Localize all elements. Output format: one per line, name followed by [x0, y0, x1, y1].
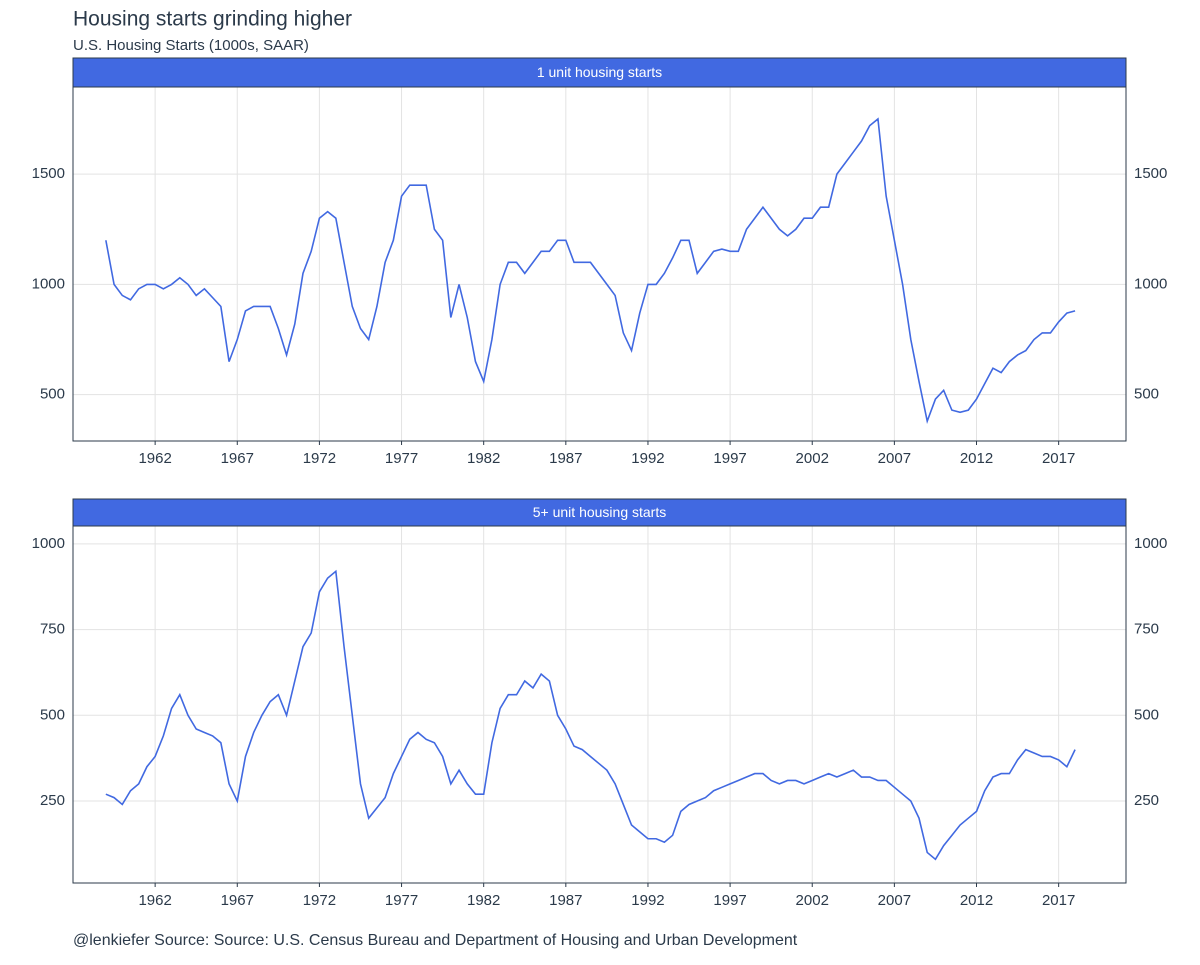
- x-tick-label: 2017: [1042, 892, 1075, 909]
- x-tick-label: 1962: [138, 450, 171, 467]
- y-tick-label: 500: [40, 706, 65, 723]
- x-tick-label: 1987: [549, 892, 582, 909]
- x-tick-label: 1972: [303, 450, 336, 467]
- y-tick-label: 750: [40, 621, 65, 638]
- x-tick-label: 2012: [960, 450, 993, 467]
- x-tick-label: 1982: [467, 892, 500, 909]
- data-line: [105, 569, 1076, 861]
- y-tick-label-right: 500: [1134, 386, 1159, 403]
- data-line: [105, 117, 1076, 425]
- x-tick-label: 2007: [878, 450, 911, 467]
- x-tick-label: 1962: [138, 892, 171, 909]
- y-tick-label: 1000: [32, 275, 65, 292]
- x-tick-label: 1982: [467, 450, 500, 467]
- y-tick-label-right: 250: [1134, 792, 1159, 809]
- x-tick-label: 1987: [549, 450, 582, 467]
- x-tick-label: 1977: [385, 450, 418, 467]
- x-tick-label: 1997: [713, 450, 746, 467]
- y-tick-label-right: 1000: [1134, 535, 1167, 552]
- x-tick-label: 2007: [878, 892, 911, 909]
- x-tick-label: 1992: [631, 450, 664, 467]
- chart-title: Housing starts grinding higher: [73, 8, 352, 31]
- y-tick-label-right: 1500: [1134, 165, 1167, 182]
- x-tick-label: 2017: [1042, 450, 1075, 467]
- y-tick-label: 250: [40, 792, 65, 809]
- y-tick-label: 1500: [32, 165, 65, 182]
- x-tick-label: 1977: [385, 892, 418, 909]
- y-tick-label-right: 1000: [1134, 275, 1167, 292]
- x-tick-label: 2002: [796, 892, 829, 909]
- strip-label: 1 unit housing starts: [537, 64, 662, 80]
- strip: [72, 57, 1127, 88]
- chart-subtitle: U.S. Housing Starts (1000s, SAAR): [73, 37, 309, 54]
- caption: @lenkiefer Source: Source: U.S. Census B…: [73, 932, 798, 949]
- x-tick-label: 2002: [796, 450, 829, 467]
- x-tick-label: 2012: [960, 892, 993, 909]
- x-tick-label: 1967: [221, 450, 254, 467]
- x-tick-label: 1967: [221, 892, 254, 909]
- x-tick-label: 1992: [631, 892, 664, 909]
- strip-label: 5+ unit housing starts: [533, 504, 666, 520]
- y-tick-label: 500: [40, 386, 65, 403]
- plot-border: [72, 525, 1127, 884]
- x-tick-label: 1972: [303, 892, 336, 909]
- y-tick-label: 1000: [32, 535, 65, 552]
- plot-border: [72, 86, 1127, 442]
- x-tick-label: 1997: [713, 892, 746, 909]
- y-tick-label-right: 750: [1134, 621, 1159, 638]
- y-tick-label-right: 500: [1134, 706, 1159, 723]
